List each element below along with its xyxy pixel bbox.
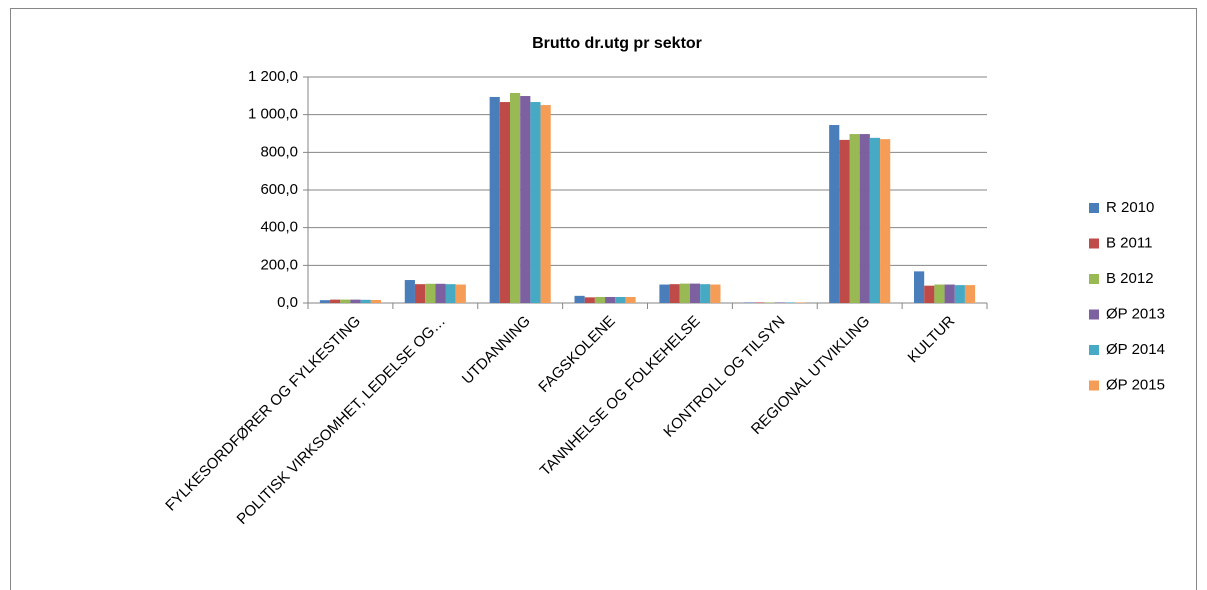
bar [530,102,541,303]
bar [404,280,415,303]
bar [319,300,331,303]
bar [455,284,466,303]
bar [540,105,551,303]
bar [360,299,371,303]
legend-label: ØP 2015 [1106,376,1165,393]
legend-swatch [1089,238,1099,249]
bar [679,283,690,303]
x-tick-label: FAGSKOLENE [535,313,618,396]
bar [829,125,840,304]
bar [499,102,511,303]
bar [964,285,976,303]
bar [839,139,850,303]
bar [869,137,881,303]
bar [924,285,935,303]
bar [710,284,721,303]
bar [659,284,670,303]
y-tick-label: 800,0 [260,143,298,160]
bar [744,302,755,303]
bar [700,284,711,303]
x-tick-label: UTDANNING [459,313,534,388]
legend-label: ØP 2014 [1106,341,1165,358]
legend-swatch [1089,309,1099,320]
bar [859,134,870,303]
legend-swatch [1089,274,1099,284]
y-tick-label: 1 000,0 [248,106,298,123]
bar [330,299,341,303]
bar [774,302,785,303]
bar [754,302,765,303]
bar [764,302,775,303]
y-tick-label: 1 200,0 [248,68,298,85]
bar [370,299,381,303]
bar [669,284,680,303]
bar [510,93,521,303]
legend-label: R 2010 [1106,199,1154,216]
y-tick-label: 0,0 [277,294,298,311]
bar [605,296,616,303]
bar [689,283,701,303]
legend-label: B 2012 [1106,270,1154,287]
y-tick-label: 200,0 [260,256,298,273]
bar [954,285,965,303]
bar [934,284,945,303]
chart-frame [10,8,1197,590]
bar [615,296,626,303]
chart-title: Brutto dr.utg pr sektor [532,35,702,52]
x-tick-label: FYLKESORDFØRER OG FYLKESTING [162,313,364,515]
bar [489,96,500,303]
x-tick-label: TANNHELSE OG FOLKEHELSE [537,313,704,480]
bar [520,96,531,303]
legend-swatch [1089,345,1099,355]
bar [944,284,955,303]
bar [435,283,446,303]
bar [594,296,606,303]
bar [425,283,436,303]
y-tick-label: 600,0 [260,181,298,198]
bar [784,302,796,303]
bar [625,296,636,303]
bar [880,139,891,303]
legend-swatch [1089,203,1099,213]
x-tick-label: KULTUR [905,313,959,367]
bar [350,299,361,303]
bar [584,297,595,303]
bar [445,284,456,303]
bar [795,302,806,303]
bar [574,295,585,303]
y-tick-label: 400,0 [260,219,298,236]
bar [340,299,351,303]
bar [414,284,426,303]
legend-swatch [1089,380,1099,391]
legend-label: B 2011 [1106,234,1152,251]
bar [849,134,860,303]
legend-label: ØP 2013 [1106,305,1165,322]
bar [914,271,925,303]
